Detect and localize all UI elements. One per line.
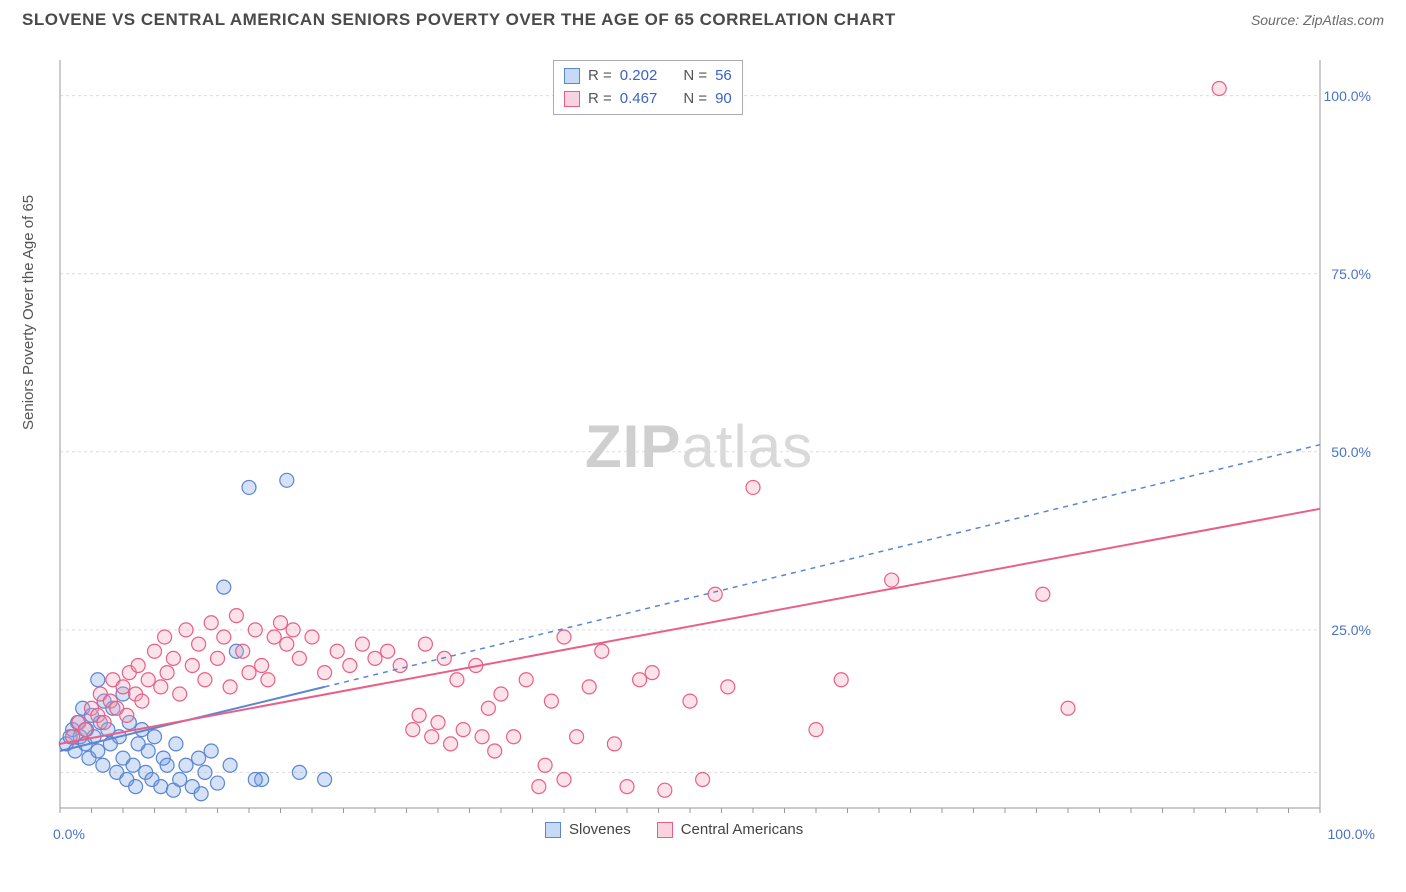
correlation-box: R = 0.202 N = 56 R = 0.467 N = 90 (553, 60, 743, 115)
plot-area: ZIPatlas R =0.202N =56R =0.467N =90 Slov… (55, 50, 1375, 840)
chart-title: SLOVENE VS CENTRAL AMERICAN SENIORS POVE… (22, 10, 896, 30)
legend-item: Slovenes (545, 821, 631, 838)
scatter-chart (55, 50, 1375, 840)
x-tick-min: 0.0% (53, 826, 85, 842)
y-tick-label: 100.0% (1324, 88, 1371, 104)
y-tick-label: 50.0% (1331, 444, 1371, 460)
legend-label: Slovenes (569, 821, 631, 838)
y-axis-label: Seniors Poverty Over the Age of 65 (20, 195, 37, 430)
y-tick-label: 75.0% (1331, 266, 1371, 282)
x-tick-max: 100.0% (1328, 826, 1375, 842)
series-swatch (564, 68, 580, 84)
legend-label: Central Americans (681, 821, 804, 838)
legend-swatch (545, 822, 561, 838)
legend-swatch (657, 822, 673, 838)
bottom-legend: Slovenes Central Americans (545, 821, 803, 838)
n-value: 90 (715, 88, 732, 111)
header-row: SLOVENE VS CENTRAL AMERICAN SENIORS POVE… (0, 0, 1406, 30)
n-label: N = (683, 65, 707, 88)
correlation-row: R = 0.467 N = 90 (564, 88, 732, 111)
r-value: 0.467 (620, 88, 658, 111)
source-label: Source: ZipAtlas.com (1251, 12, 1384, 28)
series-swatch (564, 91, 580, 107)
n-label: N = (683, 88, 707, 111)
n-value: 56 (715, 65, 732, 88)
y-tick-label: 25.0% (1331, 622, 1371, 638)
r-label: R = (588, 65, 612, 88)
correlation-row: R = 0.202 N = 56 (564, 65, 732, 88)
legend-item: Central Americans (657, 821, 804, 838)
r-label: R = (588, 88, 612, 111)
r-value: 0.202 (620, 65, 658, 88)
